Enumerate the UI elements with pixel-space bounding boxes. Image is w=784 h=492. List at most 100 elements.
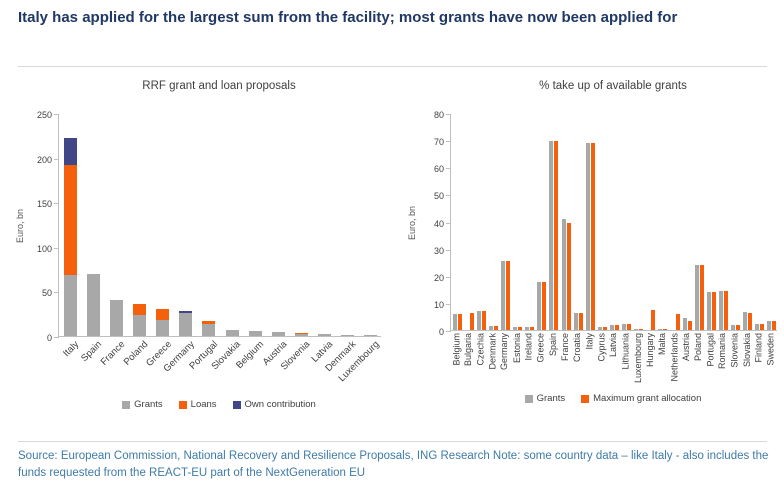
legend-item: Own contribution (232, 399, 316, 410)
x-axis-label: Italy (584, 333, 595, 350)
x-axis-label: Poland (693, 333, 704, 362)
y-tick-mark (446, 249, 451, 251)
chart-left-rrf-proposals: RRF grant and loan proposals Euro, bn 0 5… (0, 80, 392, 410)
legend-item: Loans (178, 399, 217, 410)
bar-segment (694, 265, 699, 330)
bar-segment (585, 143, 590, 330)
y-tick-mark (446, 141, 451, 143)
y-tick-label: 60 (433, 164, 444, 175)
x-axis-label: Hungary (644, 333, 655, 368)
bar-segment (294, 334, 308, 336)
bar-segment (179, 310, 193, 314)
bar-segment (651, 310, 656, 330)
y-tick-mark (446, 276, 451, 278)
bar-segment (225, 330, 239, 336)
y-tick-label: 200 (36, 154, 52, 165)
bar-segment (602, 327, 607, 330)
bar-segment (724, 291, 728, 330)
charts-row: RRF grant and loan proposals Euro, bn 0 5… (0, 80, 784, 410)
bar-segment (549, 141, 554, 330)
x-axis-label: France (560, 333, 571, 362)
page-title: Italy has applied for the largest sum fr… (18, 9, 678, 26)
x-axis-label: Netherlands (669, 333, 680, 382)
source-text: Source: European Commission, National Re… (18, 448, 770, 483)
plot-area: Italy Spain France Poland Greece Germany Portu… (54, 114, 381, 384)
bar-segment (537, 281, 542, 330)
bar-segment (639, 329, 644, 330)
bar-segment (110, 299, 124, 336)
bar-segment (340, 334, 354, 336)
bar-segment (711, 292, 716, 330)
bar-segment (202, 321, 216, 324)
bar-segment (317, 334, 331, 336)
y-tick-label: 100 (36, 243, 52, 254)
bar-segment (64, 137, 78, 166)
legend-item: Grants (122, 399, 163, 410)
bar-segment (663, 329, 668, 330)
y-axis-title-text: Euro, bn (15, 208, 25, 243)
bar-segment (156, 308, 170, 321)
x-axis-label: Luxembourg (632, 333, 643, 384)
bar-segment (493, 325, 498, 330)
y-tick-label: 250 (36, 110, 52, 120)
chart-right-grant-takeup: % take up of available grants Euro, bn 0… (392, 80, 784, 410)
source-line-1: Source: European Commission, National Re… (18, 450, 769, 462)
x-axis-label: Austria (681, 333, 692, 362)
bar-segment (542, 281, 547, 330)
y-tick-mark (54, 292, 59, 294)
y-tick-mark (446, 168, 451, 170)
bar-segment (687, 320, 692, 330)
x-axis-label: Latvia (608, 333, 619, 358)
bar-segment (481, 311, 486, 330)
x-axis-label: Portugal (705, 333, 716, 367)
source-line-2: funds requested from the REACT-EU part o… (18, 467, 366, 480)
bar-segment (248, 330, 262, 336)
bar-segment (530, 327, 535, 330)
bar-segment (622, 324, 627, 330)
x-axis-label: Cyprus (596, 333, 607, 362)
y-tick-label: 30 (433, 245, 444, 256)
bar-segment (457, 314, 462, 330)
x-axis-label: Romania (717, 333, 728, 370)
bar-segment (755, 324, 760, 330)
bar-segment (561, 219, 566, 330)
y-tick-mark (446, 222, 451, 224)
bar-segment (363, 335, 377, 336)
bar-segment (615, 324, 619, 330)
bar-segment (736, 325, 741, 330)
bar-segment (699, 265, 704, 330)
chart-title: RRF grant and loan proposals (142, 80, 296, 92)
x-axis-label: Sweden (765, 333, 776, 366)
y-tick-mark (446, 303, 451, 305)
bar-segment (294, 333, 308, 335)
x-axis-label: Croatia (572, 333, 583, 363)
legend-item: Grants (524, 393, 565, 404)
y-axis-title: Euro, bn (12, 114, 28, 337)
bar-segment (748, 312, 753, 330)
y-tick-mark (54, 203, 59, 205)
y-tick-label: 50 (41, 288, 52, 299)
chart-plot-row: Euro, bn 0 10 20 30 40 50 60 70 80 Belgium Bulgar… (404, 110, 784, 383)
x-axis-label: Ireland (523, 333, 534, 361)
legend-label: Maximum grant allocation (593, 393, 702, 404)
y-tick-label: 50 (433, 191, 444, 202)
bar-segment (760, 324, 765, 330)
y-tick-label: 0 (46, 333, 52, 343)
x-axis-label: Spain (547, 333, 558, 357)
bar-segment (731, 325, 736, 330)
y-axis-title: Euro, bn (404, 114, 420, 331)
bar-segment (719, 291, 723, 330)
y-tick-mark (54, 158, 59, 160)
legend-swatch (178, 400, 187, 409)
y-tick-label: 150 (36, 199, 52, 210)
bar-segment (525, 327, 530, 330)
bar-segment (706, 292, 711, 330)
y-tick-label: 40 (433, 218, 444, 229)
bar-segment (767, 321, 772, 330)
legend-swatch (581, 394, 590, 403)
bar-segment (554, 141, 559, 330)
chart-plot-row: Euro, bn 0 50 100 150 200 250 Italy Spain Franc… (12, 110, 392, 384)
legend: Grants Loans Own contribution (58, 399, 380, 410)
bar-segment (452, 314, 457, 330)
y-tick-label: 20 (433, 272, 444, 283)
